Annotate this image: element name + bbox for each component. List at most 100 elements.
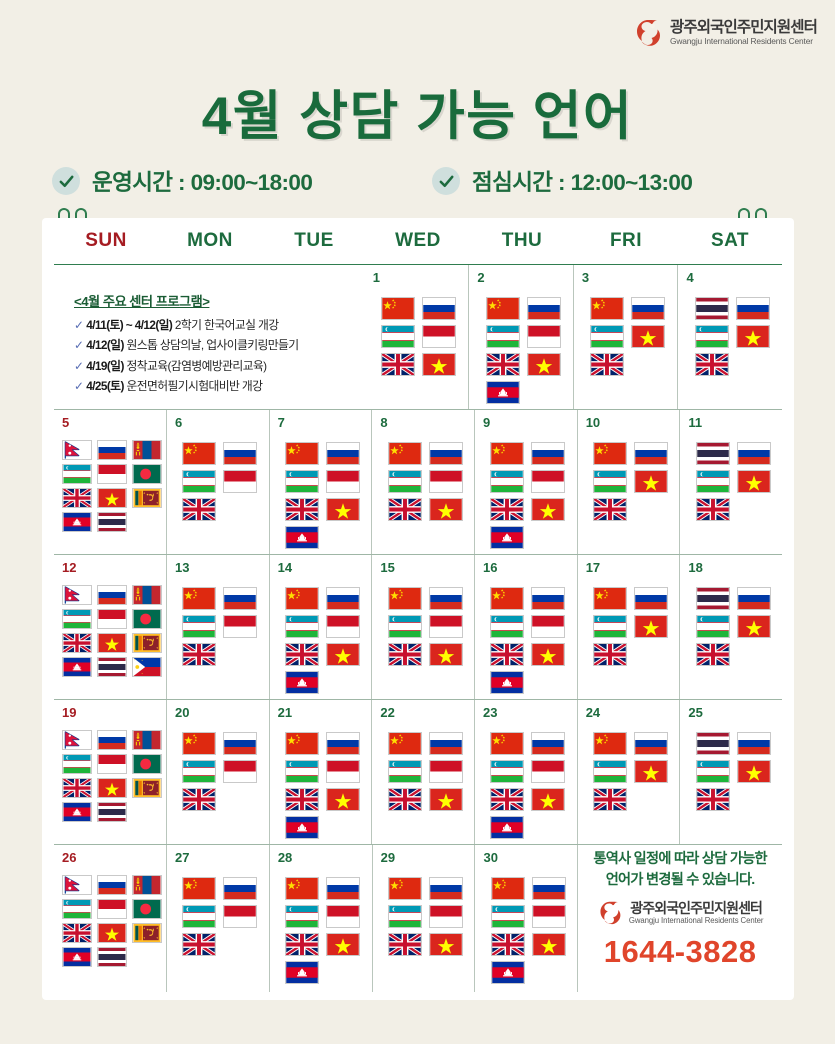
flag-grid: [175, 587, 265, 666]
china-flag-icon: [490, 732, 525, 755]
uzbekistan-flag-icon: [593, 615, 628, 638]
calendar-day-cell-5[interactable]: 5: [54, 410, 167, 554]
flag-grid: [381, 877, 471, 956]
vietnam-flag-icon: [526, 353, 561, 376]
cambodia-flag-icon: [285, 526, 319, 549]
info-item-lunch: 점심시간 : 12:00~13:00: [432, 165, 693, 197]
calendar-day-cell-29[interactable]: 29: [373, 845, 476, 992]
uzbekistan-flag-icon: [490, 760, 525, 783]
russia-flag-icon: [326, 442, 360, 465]
cambodia-flag-icon: [62, 947, 92, 967]
calendar-day-cell-11[interactable]: 11: [680, 410, 782, 554]
vietnam-flag-icon: [531, 498, 566, 521]
calendar-day-cell-16[interactable]: 16: [475, 555, 578, 699]
calendar-day-cell-12[interactable]: 12: [54, 555, 167, 699]
calendar-day-cell-9[interactable]: 9: [475, 410, 578, 554]
flag-grid: [483, 732, 573, 839]
calendar-day-cell-7[interactable]: 7: [270, 410, 373, 554]
calendar-body: <4월 주요 센터 프로그램> ✓ 4/11(토) ~ 4/12(일) 2학기 한국…: [54, 264, 782, 992]
calendar-day-cell-23[interactable]: 23: [475, 700, 578, 844]
weekday-wed: WED: [395, 230, 441, 251]
indonesia-flag-icon: [429, 905, 464, 928]
footer-note-line2: 언어가 변경될 수 있습니다.: [605, 871, 756, 888]
china-flag-icon: [285, 732, 319, 755]
contact-phone[interactable]: 1644-3828: [603, 934, 757, 970]
russia-flag-icon: [223, 587, 258, 610]
calendar-day-cell-24[interactable]: 24: [578, 700, 681, 844]
calendar-day-cell-10[interactable]: 10: [578, 410, 681, 554]
thailand-flag-icon: [695, 587, 730, 610]
srilanka-flag-icon: [132, 488, 162, 508]
russia-flag-icon: [531, 442, 566, 465]
calendar-day-cell-28[interactable]: 28: [270, 845, 373, 992]
calendar-day-cell-22[interactable]: 22: [372, 700, 476, 844]
calendar-day-cell-15[interactable]: 15: [372, 555, 476, 699]
indonesia-flag-icon: [223, 905, 258, 928]
uk-flag-icon: [62, 633, 92, 653]
binder-rings-right: [738, 208, 767, 225]
check-icon: [432, 167, 460, 195]
china-flag-icon: [593, 587, 628, 610]
china-flag-icon: [381, 297, 416, 320]
day-number: 5: [62, 415, 70, 430]
calendar-day-cell-30[interactable]: 30: [475, 845, 579, 992]
flag-grid: [380, 587, 470, 666]
brand-name-kr: 광주외국인주민지원센터: [670, 18, 818, 36]
program-note-cell: <4월 주요 센터 프로그램> ✓ 4/11(토) ~ 4/12(일) 2학기 한국…: [54, 265, 299, 409]
indonesia-flag-icon: [97, 609, 127, 629]
check-icon: ✓: [74, 338, 84, 353]
thailand-flag-icon: [97, 512, 127, 532]
calendar-day-cell-6[interactable]: 6: [167, 410, 270, 554]
calendar-day-cell-17[interactable]: 17: [578, 555, 681, 699]
flag-grid: [278, 442, 368, 549]
footer-note-cell: 통역사 일정에 따라 상담 가능한 언어가 변경될 수 있습니다. 광주외국인주민지…: [578, 845, 767, 992]
russia-flag-icon: [429, 877, 464, 900]
china-flag-icon: [490, 587, 525, 610]
calendar-day-cell-27[interactable]: 27: [167, 845, 270, 992]
calendar-day-cell-20[interactable]: 20: [167, 700, 270, 844]
russia-flag-icon: [526, 297, 561, 320]
calendar-day-cell-25[interactable]: 25: [680, 700, 782, 844]
uk-flag-icon: [182, 788, 217, 811]
uk-flag-icon: [285, 498, 319, 521]
calendar-day-cell-1[interactable]: 1: [365, 265, 470, 409]
calendar-day-cell-14[interactable]: 14: [270, 555, 373, 699]
uzbekistan-flag-icon: [285, 905, 320, 928]
calendar-week-row: 5 6 7 8 9 10 11: [54, 410, 782, 555]
vietnam-flag-icon: [97, 778, 127, 798]
calendar-day-cell-26[interactable]: 26: [54, 845, 167, 992]
check-icon: ✓: [74, 378, 84, 393]
program-item-desc: 정착교육(감염병예방관리교육): [126, 358, 267, 373]
bangladesh-flag-icon: [132, 609, 162, 629]
calendar-day-cell-4[interactable]: 4: [678, 265, 782, 409]
calendar-day-cell-13[interactable]: 13: [167, 555, 270, 699]
program-note-item: ✓ 4/12(일) 원스톱 상담의날, 업사이클키링만들기: [74, 335, 388, 355]
uzbekistan-flag-icon: [285, 760, 319, 783]
uk-flag-icon: [694, 353, 729, 376]
day-number: 10: [585, 415, 601, 430]
calendar-day-cell-21[interactable]: 21: [270, 700, 373, 844]
calendar-day-cell-19[interactable]: 19: [54, 700, 167, 844]
calendar-day-cell-18[interactable]: 18: [680, 555, 782, 699]
indonesia-flag-icon: [428, 470, 463, 493]
program-note-item: ✓ 4/11(토) ~ 4/12(일) 2학기 한국어교실 개강: [74, 315, 388, 335]
china-flag-icon: [485, 297, 520, 320]
uk-flag-icon: [490, 788, 525, 811]
uzbekistan-flag-icon: [182, 905, 217, 928]
calendar-day-cell-2[interactable]: 2: [469, 265, 574, 409]
uk-flag-icon: [62, 488, 92, 508]
russia-flag-icon: [223, 877, 258, 900]
uk-flag-icon: [182, 933, 217, 956]
vietnam-flag-icon: [428, 498, 463, 521]
bangladesh-flag-icon: [132, 464, 162, 484]
vietnam-flag-icon: [326, 788, 360, 811]
russia-flag-icon: [223, 442, 258, 465]
china-flag-icon: [590, 297, 625, 320]
flag-grid: [688, 442, 778, 521]
uk-flag-icon: [695, 643, 730, 666]
calendar-day-cell-3[interactable]: 3: [574, 265, 679, 409]
russia-flag-icon: [97, 875, 127, 895]
vietnam-flag-icon: [326, 643, 360, 666]
calendar-day-cell-8[interactable]: 8: [372, 410, 476, 554]
header-brand-logo: 광주외국인주민지원센터 Gwangju International Reside…: [633, 18, 818, 48]
